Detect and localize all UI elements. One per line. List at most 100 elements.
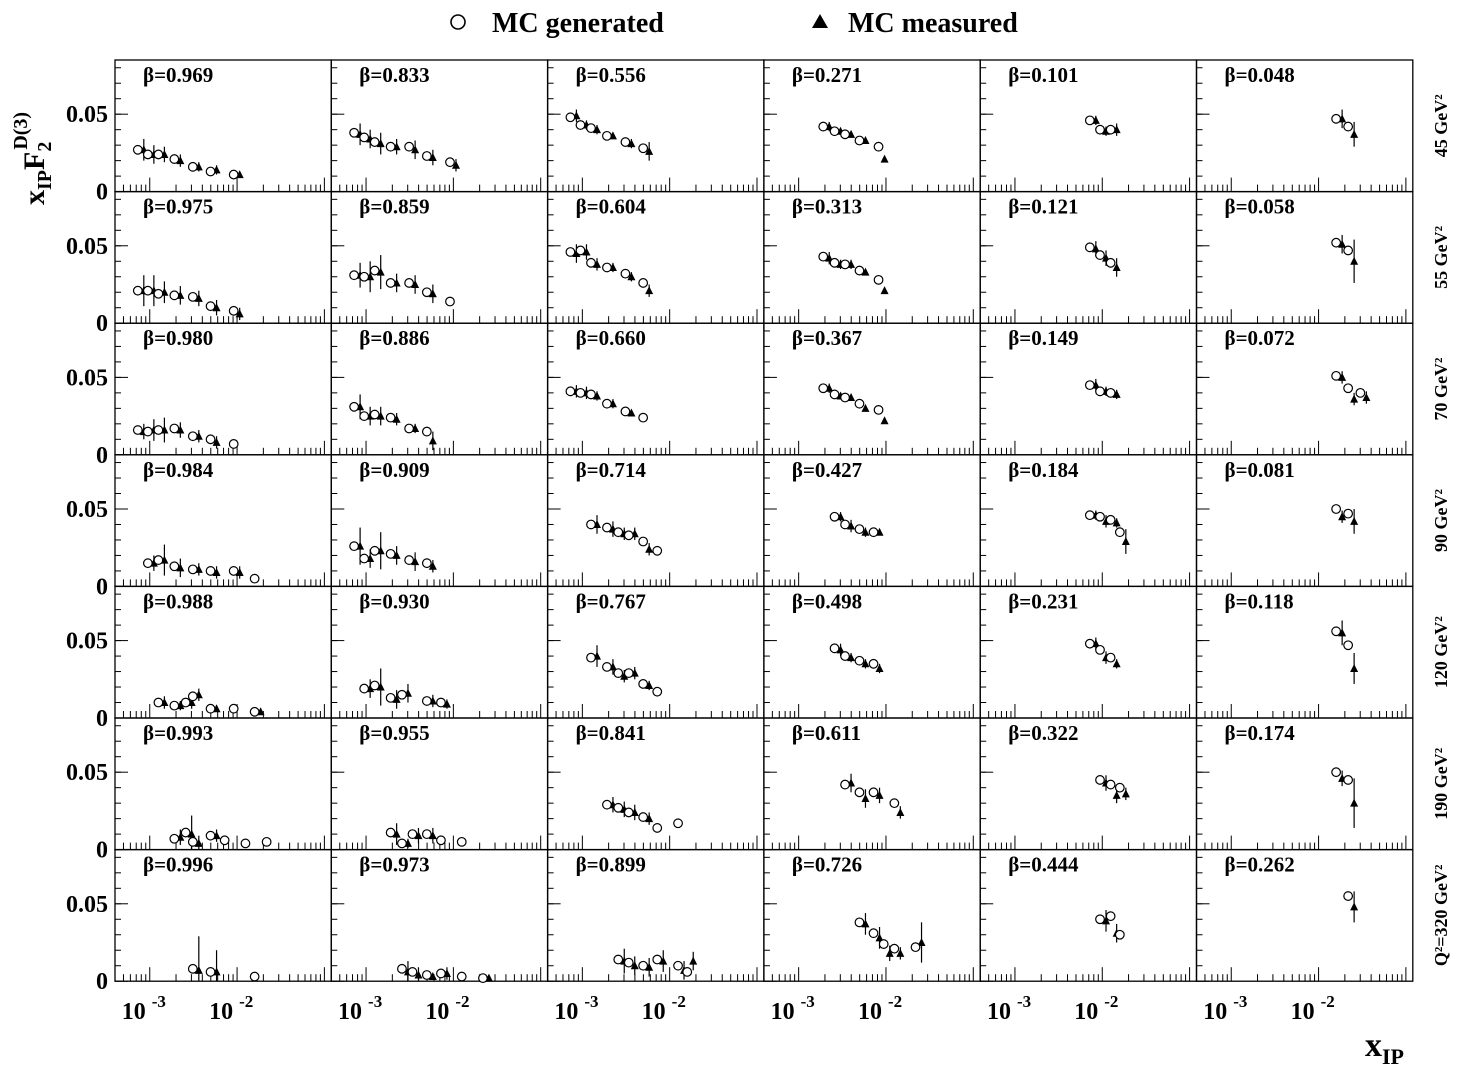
- beta-label: β=0.121: [1008, 195, 1078, 219]
- gen-point: [142, 285, 153, 296]
- meas-point: [212, 567, 221, 576]
- panel-r2-c5: β=0.072: [1195, 322, 1414, 456]
- gen-point: [205, 166, 216, 177]
- panel-r1-c5: β=0.058: [1195, 190, 1414, 324]
- q2-label: 90 GeV²: [1431, 489, 1451, 552]
- gen-point: [187, 291, 198, 302]
- gen-point: [169, 700, 180, 711]
- gen-point: [169, 833, 180, 844]
- panel-r0-c3: β=0.271: [763, 59, 981, 193]
- beta-label: β=0.058: [1225, 195, 1295, 219]
- gen-point: [565, 247, 576, 257]
- gen-point: [478, 973, 488, 984]
- meas-point: [885, 948, 894, 957]
- gen-point: [829, 126, 840, 137]
- meas-point: [1112, 262, 1121, 271]
- gen-point: [153, 555, 164, 565]
- gen-point: [421, 558, 432, 569]
- x-tick-label: 10 -2: [425, 992, 469, 1025]
- beta-label: β=0.988: [143, 589, 213, 613]
- gen-point: [1105, 257, 1116, 268]
- x-tick-labels: 10 -3 10 -2 10 -3 10 -2 10 -3 10 -2 10 -3 10 -2 10 -3 10 -2…: [122, 992, 1335, 1025]
- x-tick-label: 10 -2: [1291, 992, 1335, 1025]
- legend-gen-label: MC generated: [492, 8, 664, 39]
- gen-point: [602, 262, 612, 273]
- meas-point: [1350, 129, 1359, 138]
- gen-point: [602, 522, 612, 533]
- panel-r1-c2: β=0.604: [546, 190, 765, 324]
- y-axis-label: xIPF2D(3): [10, 112, 56, 205]
- xlabel-sub: IP: [1382, 1044, 1404, 1068]
- gen-point: [445, 296, 455, 307]
- meas-point: [645, 680, 654, 689]
- panel-r6-c3: β=0.726: [763, 848, 981, 982]
- gen-point: [228, 169, 239, 180]
- gen-point: [1114, 782, 1125, 793]
- gen-point: [421, 151, 432, 161]
- y-tick-label: 0.05: [66, 760, 108, 786]
- meas-point: [428, 289, 437, 298]
- gen-point: [1114, 527, 1125, 538]
- meas-point: [1350, 516, 1359, 525]
- meas-point: [376, 682, 385, 691]
- gen-point: [652, 823, 663, 833]
- gen-point: [153, 697, 164, 708]
- gen-point: [1105, 779, 1116, 790]
- ylabel-f: F: [18, 152, 51, 170]
- gen-point: [602, 398, 612, 409]
- gen-point: [249, 706, 260, 717]
- gen-point: [873, 141, 884, 152]
- meas-point: [1350, 394, 1359, 403]
- q2-labels: 45 GeV² 55 GeV² 70 GeV² 90 GeV² 120 GeV² 190 …: [1431, 94, 1451, 966]
- gen-point: [840, 519, 850, 530]
- gen-point: [638, 278, 649, 288]
- legend: MC generated MC measured: [450, 8, 1018, 39]
- meas-point: [1338, 628, 1347, 637]
- gen-point: [1105, 652, 1116, 663]
- gen-point: [1114, 929, 1125, 940]
- y-tick-label: 0.05: [66, 892, 108, 918]
- meas-point: [593, 259, 602, 268]
- gen-point: [180, 697, 191, 708]
- gen-point: [673, 960, 683, 971]
- meas-point: [194, 965, 203, 974]
- x-tick-label: 10 -2: [1074, 992, 1118, 1025]
- panel-r4-c0: β=0.988: [114, 585, 332, 719]
- gen-point: [404, 555, 415, 565]
- meas-point: [376, 139, 385, 148]
- x-tick-label: 10 -3: [1203, 992, 1247, 1025]
- gen-point: [385, 141, 396, 152]
- q2-label: 55 GeV²: [1431, 226, 1451, 289]
- gen-point: [421, 829, 432, 840]
- gen-point: [623, 668, 634, 679]
- meas-point: [880, 416, 889, 425]
- gen-point: [873, 274, 884, 285]
- gen-point: [586, 389, 596, 400]
- beta-label: β=0.118: [1225, 589, 1294, 613]
- meas-point: [861, 403, 870, 412]
- y-tick-label: 0: [96, 838, 108, 864]
- gen-point: [889, 943, 900, 954]
- gen-point: [620, 137, 631, 147]
- panel-r6-c0: β=0.996: [114, 848, 332, 982]
- gen-point: [249, 971, 260, 982]
- gen-point: [228, 703, 239, 714]
- meas-point: [1121, 789, 1130, 798]
- meas-point: [861, 919, 870, 928]
- y-tick-labels: 0 0.05 0 0.05 0 0.05 0 0.05 0 0.05 0 0.05 0 0.05: [66, 102, 108, 995]
- gen-point: [638, 812, 649, 822]
- gen-point: [359, 271, 370, 282]
- gen-point: [187, 963, 198, 974]
- gen-point: [1095, 386, 1105, 397]
- gen-point: [359, 411, 370, 421]
- gen-point: [1095, 775, 1105, 785]
- gen-point: [854, 398, 865, 409]
- meas-point: [392, 414, 401, 423]
- gen-point: [359, 683, 370, 694]
- y-tick-label: 0.05: [66, 497, 108, 523]
- gen-point: [1084, 115, 1095, 126]
- gen-point: [854, 135, 865, 146]
- y-tick-label: 0.05: [66, 365, 108, 391]
- gen-point: [436, 835, 446, 846]
- meas-point: [1338, 512, 1347, 521]
